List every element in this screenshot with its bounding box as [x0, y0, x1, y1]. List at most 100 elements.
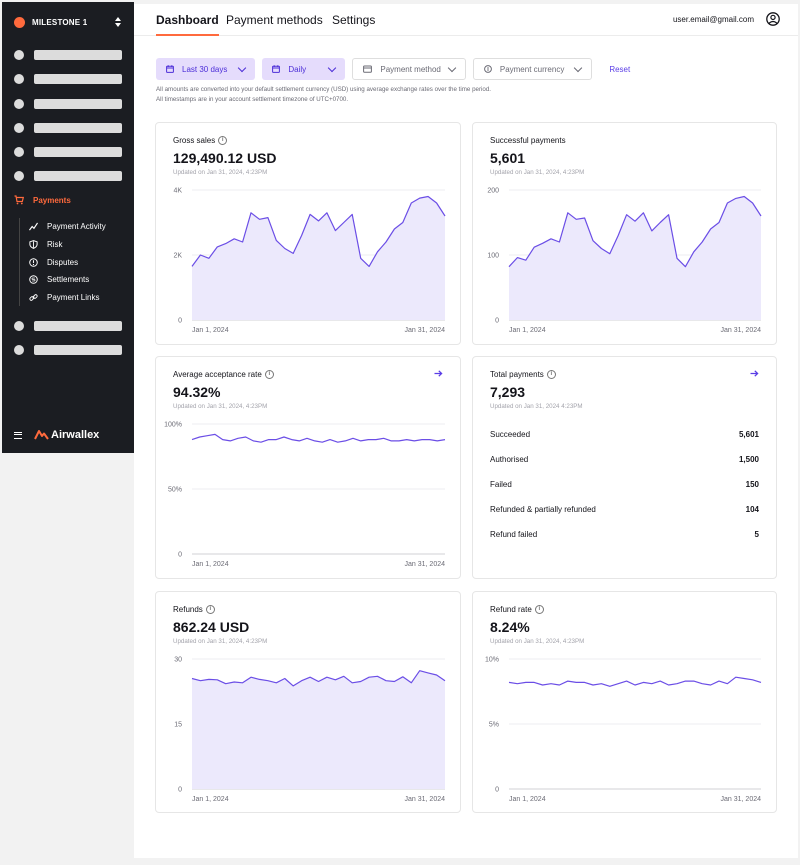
y-tick-label: 100% — [164, 422, 182, 429]
sidebar-item-placeholder[interactable] — [14, 122, 122, 134]
sidebar-item-placeholder[interactable] — [14, 73, 122, 85]
top-nav: Dashboard Payment methods Settings user.… — [134, 4, 798, 36]
payment-method-value: Payment method — [380, 64, 441, 74]
sidebar-item-label: Settlements — [47, 275, 90, 285]
y-tick-label: 100 — [487, 253, 499, 260]
org-switcher[interactable]: MILESTONE 1 — [14, 14, 122, 30]
sidebar-item-placeholder[interactable] — [14, 170, 122, 182]
card-title: Total payments i — [490, 370, 556, 379]
sidebar-item-label: Disputes — [47, 257, 79, 267]
y-tick-label: 0 — [178, 552, 182, 559]
date-range-select[interactable]: Last 30 days — [156, 58, 256, 80]
placeholder-icon — [14, 99, 24, 109]
card-value: 5,601 — [490, 150, 526, 166]
info-icon[interactable]: i — [534, 605, 544, 614]
series-line — [191, 433, 446, 443]
y-tick-label: 0 — [495, 318, 499, 325]
x-tick-label: Jan 1, 2024 — [192, 327, 229, 334]
gross-sales-card: Gross sales i 129,490.12 USD Updated on J… — [155, 122, 461, 345]
y-tick-label: 200 — [487, 188, 499, 195]
sidebar-item-placeholder[interactable] — [14, 98, 122, 110]
sidebar-item-payments[interactable]: Payments — [14, 195, 71, 205]
card-value: 862.24 USD — [173, 619, 250, 635]
sidebar-item-payment-links[interactable]: Payment Links — [29, 289, 106, 307]
x-tick-label: Jan 31, 2024 — [405, 561, 446, 568]
card-title: Successful payments — [490, 136, 566, 145]
sidebar-item-label: Payments — [33, 195, 71, 205]
payment-currency-value: Payment currency — [499, 64, 565, 74]
logo-text: Airwallex — [51, 429, 100, 441]
sort-icon — [114, 16, 122, 28]
airwallex-logo-mark — [34, 430, 49, 440]
wallet-icon — [363, 65, 373, 73]
interval-select[interactable]: Daily — [262, 58, 346, 80]
y-tick-label: 2K — [173, 253, 182, 260]
info-icon[interactable]: i — [218, 136, 228, 145]
card-value: 7,293 — [490, 384, 526, 400]
arrow-right-icon[interactable] — [434, 370, 443, 377]
card-title-text: Gross sales — [173, 136, 216, 145]
sidebar-item-disputes[interactable]: Disputes — [29, 253, 106, 271]
sidebar-item-placeholder[interactable] — [14, 49, 122, 61]
activity-icon — [29, 222, 38, 231]
payment-status-row: Refund failed 5 — [490, 530, 759, 539]
series-line — [508, 195, 762, 268]
y-tick-label: 10% — [485, 657, 499, 664]
card-value: 8.24% — [490, 619, 530, 635]
tab-settings[interactable]: Settings — [332, 13, 376, 27]
placeholder-label — [34, 321, 122, 331]
card-updated: Updated on Jan 31, 2024, 4:23PM — [173, 403, 268, 410]
reset-filters-button[interactable]: Reset — [609, 64, 631, 74]
sidebar-item-label: Payment Links — [47, 293, 100, 303]
refund-rate-chart: 0 5% 10% Jan 1, 2024 Jan 31, 2024 — [485, 657, 762, 803]
placeholder-icon — [14, 74, 24, 84]
arrow-right-icon[interactable] — [750, 370, 759, 377]
y-tick-label: 15 — [174, 722, 182, 729]
info-icon[interactable]: i — [205, 605, 215, 614]
chevron-down-icon — [328, 63, 337, 72]
tab-dashboard[interactable]: Dashboard — [156, 13, 219, 36]
placeholder-label — [34, 123, 122, 133]
payment-status-row: Authorised 1,500 — [490, 455, 759, 464]
shield-icon — [29, 240, 38, 249]
sidebar-item-payment-activity[interactable]: Payment Activity — [29, 218, 106, 236]
info-icon[interactable]: i — [546, 370, 556, 379]
sidebar-item-placeholder[interactable] — [14, 146, 122, 158]
y-tick-label: 4K — [173, 188, 182, 195]
user-avatar-icon[interactable] — [766, 12, 780, 26]
card-updated: Updated on Jan 31, 2024, 4:23PM — [173, 638, 268, 645]
tab-payment-methods[interactable]: Payment methods — [226, 13, 323, 27]
sidebar-item-settlements[interactable]: Settlements — [29, 271, 106, 289]
status-label: Refund failed — [490, 530, 538, 539]
card-title: Refund rate i — [490, 605, 544, 614]
card-title: Refunds i — [173, 605, 215, 614]
status-count: 5,601 — [738, 430, 759, 439]
sidebar-item-placeholder[interactable] — [14, 344, 122, 356]
sidebar-item-placeholder[interactable] — [14, 320, 122, 332]
x-tick-label: Jan 1, 2024 — [192, 561, 229, 568]
sidebar-footer: Airwallex — [14, 429, 99, 441]
x-tick-label: Jan 31, 2024 — [405, 327, 446, 334]
sidebar-item-label: Payment Activity — [47, 222, 106, 232]
user-email: user.email@gmail.com — [672, 15, 754, 24]
card-updated: Updated on Jan 31, 2024 4:23PM — [490, 403, 583, 410]
card-value: 94.32% — [173, 384, 221, 400]
y-tick-label: 0 — [178, 787, 182, 794]
card-title: Gross sales i — [173, 136, 228, 145]
card-title-text: Successful payments — [490, 136, 566, 145]
placeholder-label — [34, 345, 122, 355]
card-value: 129,490.12 USD — [173, 150, 277, 166]
gross-sales-chart: 0 2K 4K Jan 1, 2024 Jan 31, 2024 — [173, 188, 446, 334]
payment-currency-select[interactable]: Payment currency — [472, 58, 593, 80]
menu-icon[interactable] — [14, 431, 22, 439]
placeholder-label — [34, 74, 122, 84]
info-icon[interactable]: i — [264, 370, 274, 379]
sidebar-item-risk[interactable]: Risk — [29, 236, 106, 254]
successful-payments-card: Successful payments 5,601 Updated on Jan… — [472, 122, 777, 345]
payment-method-select[interactable]: Payment method — [352, 58, 466, 80]
placeholder-icon — [14, 147, 24, 157]
status-count: 104 — [745, 505, 759, 514]
date-range-value: Last 30 days — [182, 64, 228, 74]
x-tick-label: Jan 1, 2024 — [192, 796, 229, 803]
x-tick-label: Jan 1, 2024 — [509, 796, 546, 803]
